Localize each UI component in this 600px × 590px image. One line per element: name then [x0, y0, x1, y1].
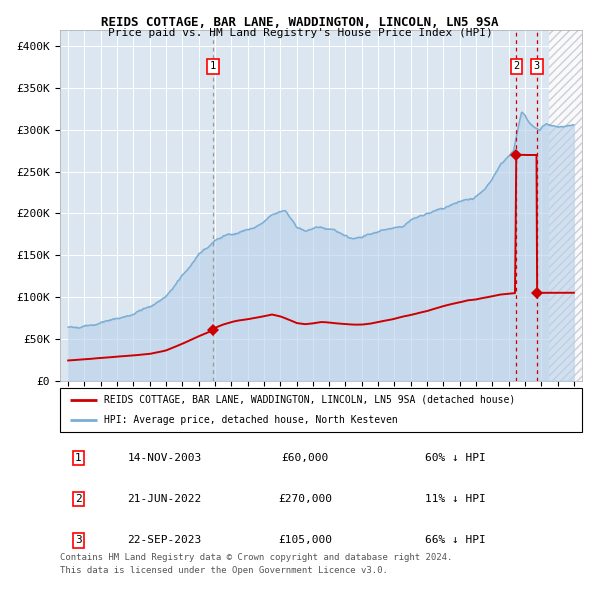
Text: 22-SEP-2023: 22-SEP-2023: [127, 536, 202, 545]
Text: REIDS COTTAGE, BAR LANE, WADDINGTON, LINCOLN, LN5 9SA: REIDS COTTAGE, BAR LANE, WADDINGTON, LIN…: [101, 16, 499, 29]
Text: 3: 3: [533, 61, 540, 71]
Text: 1: 1: [75, 453, 82, 463]
Text: Price paid vs. HM Land Registry's House Price Index (HPI): Price paid vs. HM Land Registry's House …: [107, 28, 493, 38]
Text: REIDS COTTAGE, BAR LANE, WADDINGTON, LINCOLN, LN5 9SA (detached house): REIDS COTTAGE, BAR LANE, WADDINGTON, LIN…: [104, 395, 515, 405]
Text: 14-NOV-2003: 14-NOV-2003: [127, 453, 202, 463]
Text: Contains HM Land Registry data © Crown copyright and database right 2024.: Contains HM Land Registry data © Crown c…: [60, 553, 452, 562]
Text: 1: 1: [210, 61, 216, 71]
Bar: [550, 30, 582, 381]
Text: 2: 2: [513, 61, 520, 71]
Text: 2: 2: [75, 494, 82, 504]
Text: HPI: Average price, detached house, North Kesteven: HPI: Average price, detached house, Nort…: [104, 415, 398, 425]
Text: This data is licensed under the Open Government Licence v3.0.: This data is licensed under the Open Gov…: [60, 566, 388, 575]
Text: £105,000: £105,000: [278, 536, 332, 545]
Text: 3: 3: [75, 536, 82, 545]
Text: 60% ↓ HPI: 60% ↓ HPI: [425, 453, 486, 463]
Text: £270,000: £270,000: [278, 494, 332, 504]
Text: £60,000: £60,000: [282, 453, 329, 463]
Text: 66% ↓ HPI: 66% ↓ HPI: [425, 536, 486, 545]
Bar: [550, 30, 582, 381]
Text: 11% ↓ HPI: 11% ↓ HPI: [425, 494, 486, 504]
Text: 21-JUN-2022: 21-JUN-2022: [127, 494, 202, 504]
